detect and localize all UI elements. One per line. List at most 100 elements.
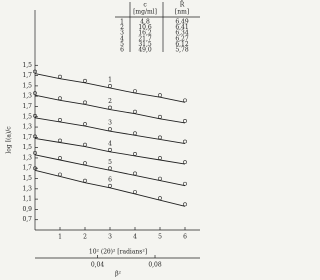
y-tick-label: 0,7 <box>22 216 32 223</box>
data-point <box>33 134 37 139</box>
table-cell: 6,27 <box>175 35 189 42</box>
data-point <box>83 100 87 105</box>
x-tick-label: 1 <box>58 234 62 241</box>
series-label: 6 <box>108 176 112 183</box>
data-point <box>183 160 187 165</box>
data-point <box>58 118 62 122</box>
data-point <box>158 114 162 119</box>
y-tick-label: 1,5 <box>22 113 32 120</box>
x2-tick-label: 0,04 <box>91 262 105 269</box>
data-point <box>83 161 87 166</box>
data-point <box>183 119 187 123</box>
y-tick-label: 1,3 <box>22 154 32 161</box>
data-point <box>108 105 112 110</box>
data-point <box>158 196 162 201</box>
data-point <box>33 69 37 74</box>
x-tick-label: 5 <box>158 234 162 241</box>
x-tick-label: 4 <box>133 234 137 241</box>
y-tick-label: 1,5 <box>22 82 32 89</box>
data-point <box>33 113 37 118</box>
series-label: 5 <box>108 159 112 166</box>
data-point <box>183 202 187 207</box>
data-point <box>183 98 187 103</box>
y-tick-label: 1,5 <box>22 62 32 69</box>
data-point <box>158 176 162 181</box>
data-point <box>58 74 62 79</box>
table-cell: 31,5 <box>138 41 152 48</box>
table-cell: 4,8 <box>140 19 150 26</box>
series-label: 2 <box>108 98 112 105</box>
series-label: 3 <box>108 120 112 127</box>
y-tick-label: 1,7 <box>22 103 32 110</box>
y-tick-label: 1,5 <box>22 144 32 151</box>
y-tick-label: 1,1 <box>22 196 32 203</box>
table-cell: 2 <box>120 24 124 31</box>
data-point <box>133 171 137 176</box>
table-cell: 10,6 <box>138 24 152 31</box>
table-header: [mg/ml] <box>133 9 157 16</box>
y-tick-label: 1,7 <box>22 134 32 141</box>
table-cell: 6,41 <box>175 24 188 31</box>
table-cell: 6,34 <box>175 30 189 37</box>
series-line <box>34 73 186 103</box>
x2-axis-label: β² <box>115 271 121 278</box>
table-cell: 6,49 <box>175 19 189 26</box>
table-header: R̄ <box>180 1 185 8</box>
data-point <box>33 150 37 155</box>
series-label: 4 <box>108 140 112 147</box>
table-cell: 5 <box>120 41 124 48</box>
table-cell: 1 <box>120 19 124 26</box>
table-header: [nm] <box>175 9 189 16</box>
data-point <box>133 151 137 156</box>
y-tick-label: 1,5 <box>22 175 32 182</box>
data-point <box>83 122 87 126</box>
data-point <box>108 183 112 188</box>
data-point <box>108 166 112 171</box>
x-tick-label: 2 <box>83 234 87 241</box>
series-line <box>34 154 186 187</box>
data-point <box>33 91 37 96</box>
data-point <box>158 156 162 160</box>
table-cell: 4 <box>120 35 124 42</box>
data-point <box>83 142 87 147</box>
data-point <box>108 127 112 132</box>
series-line <box>34 117 186 144</box>
table-cell: 21,7 <box>138 35 152 42</box>
series-line <box>34 94 186 124</box>
data-point <box>108 147 112 152</box>
y-tick-label: 0,9 <box>22 206 32 213</box>
data-point <box>83 78 87 83</box>
data-point <box>133 190 137 194</box>
data-point <box>83 178 87 183</box>
data-point <box>133 109 137 114</box>
data-point <box>183 139 187 144</box>
data-point <box>133 89 137 93</box>
series-label: 1 <box>108 76 112 83</box>
table-cell: 6 <box>120 47 124 54</box>
chart: log I(a)/c 10² (2θ)² [radians²] β² 0,7 0,… <box>6 1 200 278</box>
y-axis-label: log I(a)/c <box>6 126 13 154</box>
x-tick-label: 3 <box>108 234 112 241</box>
x2-tick-label: 0,08 <box>148 262 162 269</box>
y-tick-label: 1,3 <box>22 93 32 100</box>
series-line <box>34 169 186 207</box>
table-cell: 49,0 <box>138 47 152 54</box>
y-tick-label: 1,3 <box>22 124 32 131</box>
data-point <box>108 84 112 88</box>
series-line <box>34 137 186 165</box>
x-axis-label: 10² (2θ)² [radians²] <box>89 249 147 256</box>
table-header: c <box>143 2 147 9</box>
data-point <box>158 93 162 98</box>
table-cell: 16,2 <box>138 30 152 37</box>
table-cell: 6,12 <box>175 41 189 48</box>
y-tick-label: 1,7 <box>22 72 32 79</box>
data-point <box>183 181 187 186</box>
data-point <box>58 138 62 143</box>
data-point <box>158 135 162 140</box>
data-point <box>58 96 62 101</box>
table-cell: 3 <box>120 30 124 37</box>
data-point <box>58 156 62 160</box>
data-point <box>58 172 62 177</box>
y-tick-label: 1,7 <box>22 165 32 172</box>
data-point <box>133 131 137 136</box>
